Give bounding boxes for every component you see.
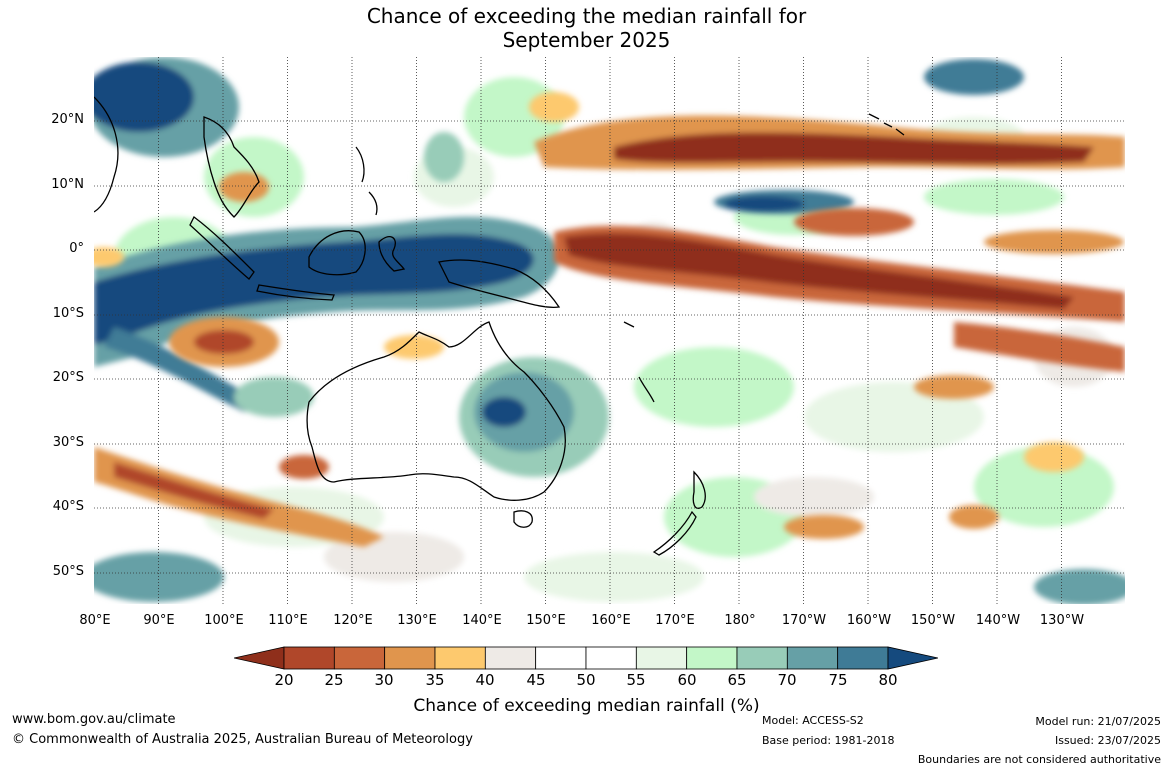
colorbar-tick-80: 80 xyxy=(878,671,898,689)
colorbar-tick-70: 70 xyxy=(777,671,797,689)
lon-label-130e: 130°E xyxy=(397,613,437,628)
lon-label-90e: 90°E xyxy=(143,613,175,628)
lat-label-30s: 30°S xyxy=(52,435,84,450)
lon-label-180: 180° xyxy=(724,613,756,628)
colorbar-segment xyxy=(736,646,788,670)
colorbar-tick-60: 60 xyxy=(677,671,697,689)
lon-label-140w: 140°W xyxy=(975,613,1021,628)
model-run-date: Model run: 21/07/2025 xyxy=(1035,715,1161,728)
colorbar-segment xyxy=(333,646,386,670)
colorbar-tick-35: 35 xyxy=(425,671,445,689)
colorbar-segment xyxy=(837,646,889,670)
lon-label-170w: 170°W xyxy=(781,613,827,628)
colorbar-segment xyxy=(434,646,486,670)
colorbar-tick-40: 40 xyxy=(475,671,495,689)
colorbar-tick-55: 55 xyxy=(626,671,646,689)
colorbar-segment xyxy=(283,646,335,670)
map-title-line1: Chance of exceeding the median rainfall … xyxy=(366,4,807,28)
colorbar-segment xyxy=(484,646,537,670)
lon-label-120e: 120°E xyxy=(333,613,373,628)
coastlines xyxy=(94,96,905,556)
colorbar-arrow-left xyxy=(234,646,285,670)
lon-label-150e: 150°E xyxy=(526,613,566,628)
colorbar-tick-50: 50 xyxy=(576,671,596,689)
lon-label-100e: 100°E xyxy=(204,613,244,628)
lon-label-150w: 150°W xyxy=(910,613,956,628)
website-link[interactable]: www.bom.gov.au/climate xyxy=(12,712,176,727)
copyright-text: © Commonwealth of Australia 2025, Austra… xyxy=(12,732,473,747)
lon-label-140e: 140°E xyxy=(462,613,502,628)
base-period: Base period: 1981-2018 xyxy=(762,734,895,747)
colorbar-tick-45: 45 xyxy=(526,671,546,689)
lon-label-160w: 160°W xyxy=(846,613,892,628)
lat-label-40s: 40°S xyxy=(52,499,84,514)
lon-label-170e: 170°E xyxy=(655,613,695,628)
colorbar-segment xyxy=(635,646,688,670)
lon-label-80e: 80°E xyxy=(79,613,111,628)
colorbar-tick-25: 25 xyxy=(324,671,344,689)
colorbar-segment xyxy=(585,646,637,670)
colorbar xyxy=(234,646,938,670)
colorbar-tick-30: 30 xyxy=(374,671,394,689)
boundaries-disclaimer: Boundaries are not considered authoritat… xyxy=(917,753,1161,766)
colorbar-tick-20: 20 xyxy=(274,671,294,689)
colorbar-tick-75: 75 xyxy=(828,671,848,689)
colorbar-arrow-right xyxy=(887,646,938,670)
rainfall-map-canvas xyxy=(94,57,1125,604)
lon-label-110e: 110°E xyxy=(268,613,308,628)
colorbar-label: Chance of exceeding median rainfall (%) xyxy=(413,696,760,716)
issued-date: Issued: 23/07/2025 xyxy=(1054,734,1161,747)
map-title-line2: September 2025 xyxy=(502,28,671,52)
graticule xyxy=(94,57,1125,604)
wet-regions xyxy=(94,57,1125,604)
dry-regions xyxy=(94,92,1125,547)
lat-label-10s: 10°S xyxy=(52,306,84,321)
lat-label-20n: 20°N xyxy=(51,112,84,127)
lat-label-10n: 10°N xyxy=(51,177,84,192)
lat-label-50s: 50°S xyxy=(52,564,84,579)
colorbar-segment xyxy=(535,646,587,670)
map-title: Chance of exceeding the median rainfall … xyxy=(0,4,1173,52)
lon-label-160e: 160°E xyxy=(591,613,631,628)
model-name: Model: ACCESS-S2 xyxy=(762,714,864,727)
colorbar-segment xyxy=(786,646,839,670)
colorbar-segment xyxy=(384,646,436,670)
colorbar-tick-65: 65 xyxy=(727,671,747,689)
rainfall-map xyxy=(94,57,1125,604)
colorbar-segments xyxy=(283,646,889,670)
colorbar-segment xyxy=(686,646,738,670)
lat-label-20s: 20°S xyxy=(52,370,84,385)
lon-label-130w: 130°W xyxy=(1039,613,1085,628)
lat-label-0: 0° xyxy=(69,241,84,256)
